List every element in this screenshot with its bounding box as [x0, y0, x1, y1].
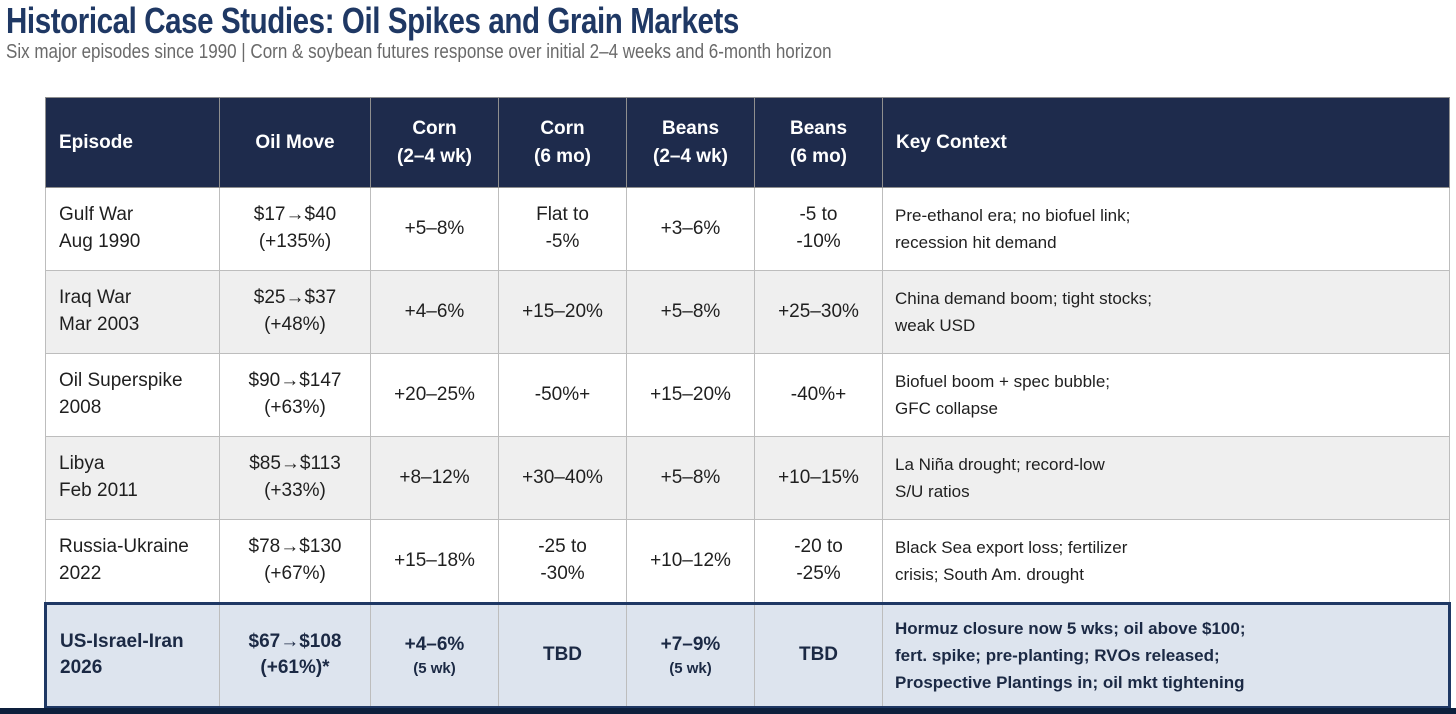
col-header-oil-move: Oil Move	[219, 97, 371, 188]
cell-beans-6mo: -20 to -25%	[754, 519, 883, 604]
cell-beans-6mo: -5 to -10%	[754, 187, 883, 271]
table-row-us-israel-iran-highlighted: US-Israel-Iran 2026 $67→$108 (+61%)* +4–…	[44, 601, 1451, 710]
cell-beans-short: +15–20%	[626, 353, 755, 437]
cell-key-context: Hormuz closure now 5 wks; oil above $100…	[882, 601, 1451, 710]
footer-bar	[0, 708, 1456, 714]
table-row-iraq-war: Iraq War Mar 2003 $25→$37 (+48%) +4–6% +…	[45, 270, 1450, 354]
cell-episode: US-Israel-Iran 2026	[44, 601, 220, 710]
cell-corn-short: +15–18%	[370, 519, 499, 604]
cell-beans-6mo: TBD	[754, 601, 883, 710]
cell-corn-short-period: (5 wk)	[413, 660, 456, 678]
cell-corn-short: +4–6%	[370, 270, 499, 354]
cell-episode: Libya Feb 2011	[45, 436, 220, 520]
cell-oil-move: $25→$37 (+48%)	[219, 270, 371, 354]
cell-corn-6mo: +15–20%	[498, 270, 627, 354]
cell-oil-move: $17→$40 (+135%)	[219, 187, 371, 271]
cell-key-context: Pre-ethanol era; no biofuel link; recess…	[882, 187, 1450, 271]
col-header-episode: Episode	[45, 97, 220, 188]
cell-beans-short-period: (5 wk)	[669, 660, 712, 678]
cell-oil-move: $90→$147 (+63%)	[219, 353, 371, 437]
cell-key-context: China demand boom; tight stocks; weak US…	[882, 270, 1450, 354]
table-header-row: Episode Oil Move Corn (2–4 wk) Corn (6 m…	[45, 97, 1450, 188]
cell-episode: Oil Superspike 2008	[45, 353, 220, 437]
cell-beans-short: +5–8%	[626, 436, 755, 520]
table-row-russia-ukraine: Russia-Ukraine 2022 $78→$130 (+67%) +15–…	[45, 519, 1450, 604]
cell-oil-move: $78→$130 (+67%)	[219, 519, 371, 604]
cell-key-context: Biofuel boom + spec bubble; GFC collapse	[882, 353, 1450, 437]
cell-corn-short: +8–12%	[370, 436, 499, 520]
cell-beans-6mo: +10–15%	[754, 436, 883, 520]
cell-corn-short: +4–6% (5 wk)	[370, 601, 499, 710]
cell-corn-short: +5–8%	[370, 187, 499, 271]
cell-key-context: Black Sea export loss; fertilizer crisis…	[882, 519, 1450, 604]
col-header-key-context: Key Context	[882, 97, 1450, 188]
page-title: Historical Case Studies: Oil Spikes and …	[6, 0, 739, 41]
cell-corn-6mo: TBD	[498, 601, 627, 710]
cell-corn-6mo: +30–40%	[498, 436, 627, 520]
cell-beans-6mo: +25–30%	[754, 270, 883, 354]
table-row-gulf-war: Gulf War Aug 1990 $17→$40 (+135%) +5–8% …	[45, 187, 1450, 271]
case-studies-table: Episode Oil Move Corn (2–4 wk) Corn (6 m…	[44, 97, 1451, 710]
cell-corn-short: +20–25%	[370, 353, 499, 437]
cell-beans-short-value: +7–9%	[660, 633, 721, 655]
cell-episode: Iraq War Mar 2003	[45, 270, 220, 354]
col-header-beans-6mo: Beans (6 mo)	[754, 97, 883, 188]
col-header-corn-6mo: Corn (6 mo)	[498, 97, 627, 188]
cell-corn-6mo: Flat to -5%	[498, 187, 627, 271]
cell-corn-short-value: +4–6%	[404, 633, 465, 655]
cell-beans-short: +5–8%	[626, 270, 755, 354]
col-header-beans-short: Beans (2–4 wk)	[626, 97, 755, 188]
cell-episode: Gulf War Aug 1990	[45, 187, 220, 271]
cell-corn-6mo: -25 to -30%	[498, 519, 627, 604]
page-subtitle: Six major episodes since 1990 | Corn & s…	[6, 41, 832, 63]
cell-beans-short: +7–9% (5 wk)	[626, 601, 755, 710]
cell-beans-short: +3–6%	[626, 187, 755, 271]
cell-oil-move: $67→$108 (+61%)*	[219, 601, 371, 710]
cell-beans-6mo: -40%+	[754, 353, 883, 437]
cell-key-context: La Niña drought; record-low S/U ratios	[882, 436, 1450, 520]
cell-corn-6mo: -50%+	[498, 353, 627, 437]
table-row-libya: Libya Feb 2011 $85→$113 (+33%) +8–12% +3…	[45, 436, 1450, 520]
table-row-oil-superspike: Oil Superspike 2008 $90→$147 (+63%) +20–…	[45, 353, 1450, 437]
cell-beans-short: +10–12%	[626, 519, 755, 604]
col-header-corn-short: Corn (2–4 wk)	[370, 97, 499, 188]
cell-episode: Russia-Ukraine 2022	[45, 519, 220, 604]
cell-oil-move: $85→$113 (+33%)	[219, 436, 371, 520]
